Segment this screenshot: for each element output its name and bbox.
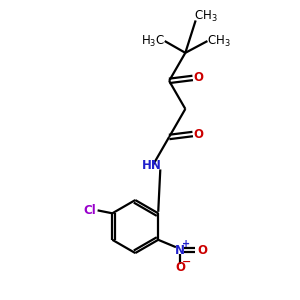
Text: +: + bbox=[182, 239, 190, 249]
Text: H$_3$C: H$_3$C bbox=[141, 34, 165, 49]
Text: O: O bbox=[194, 128, 204, 140]
Text: O: O bbox=[197, 244, 207, 256]
Text: −: − bbox=[182, 257, 191, 267]
Text: CH$_3$: CH$_3$ bbox=[207, 34, 231, 49]
Text: O: O bbox=[175, 261, 185, 274]
Text: N: N bbox=[175, 244, 185, 256]
Text: CH$_3$: CH$_3$ bbox=[194, 8, 218, 24]
Text: HN: HN bbox=[142, 158, 161, 172]
Text: O: O bbox=[194, 71, 204, 84]
Text: Cl: Cl bbox=[84, 204, 97, 217]
